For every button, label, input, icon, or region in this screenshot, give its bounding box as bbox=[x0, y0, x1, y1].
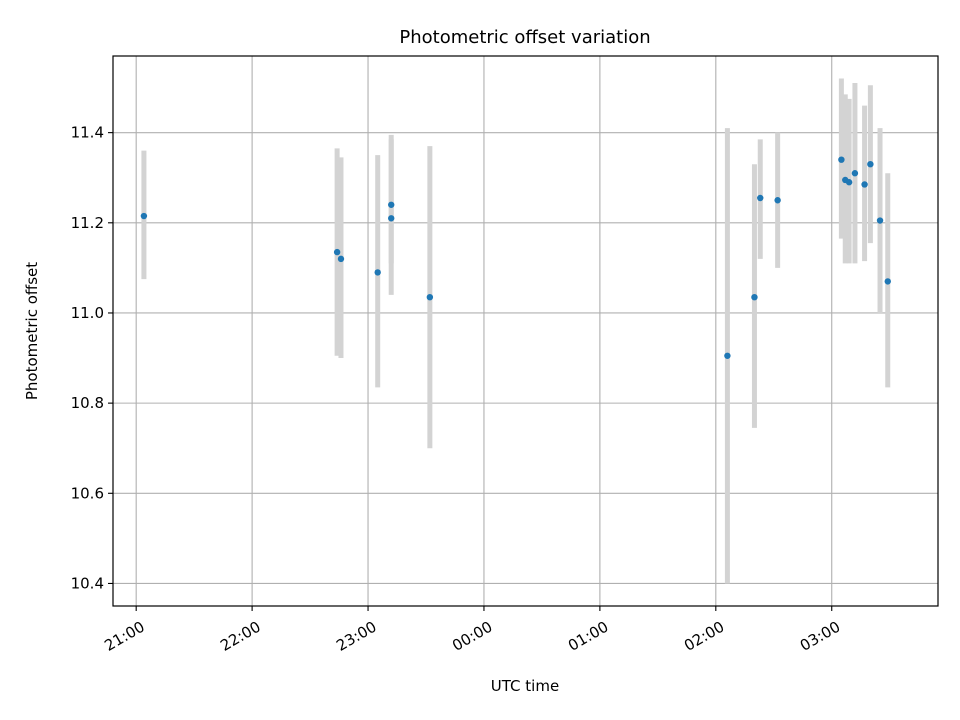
data-point bbox=[757, 194, 764, 202]
data-point bbox=[774, 197, 781, 204]
y-axis-label: Photometric offset bbox=[23, 262, 41, 400]
data-point bbox=[851, 170, 859, 177]
data-point bbox=[867, 160, 874, 168]
data-point bbox=[861, 181, 868, 188]
y-tick-label: 11.2 bbox=[71, 214, 104, 232]
data-point bbox=[140, 212, 148, 220]
y-tick-label: 10.6 bbox=[71, 484, 104, 502]
data-point bbox=[333, 248, 341, 256]
data-point bbox=[876, 217, 884, 224]
x-axis-label: UTC time bbox=[491, 677, 559, 695]
data-point bbox=[838, 156, 845, 163]
data-point bbox=[337, 255, 345, 263]
data-point bbox=[884, 278, 891, 285]
plot-frame bbox=[112, 55, 939, 607]
data-point bbox=[388, 215, 395, 222]
data-points bbox=[140, 156, 891, 359]
y-tick-label: 11.4 bbox=[71, 124, 104, 142]
data-point bbox=[374, 269, 381, 276]
grid bbox=[113, 56, 938, 606]
y-tick-label: 11.0 bbox=[71, 304, 104, 322]
y-axis: 10.4 10.6 10.8 11.0 11.2 11.4 bbox=[71, 124, 113, 592]
data-point bbox=[751, 293, 758, 301]
y-tick-label: 10.4 bbox=[71, 574, 104, 592]
data-point bbox=[388, 201, 395, 208]
y-tick-label: 10.8 bbox=[71, 394, 104, 412]
data-point bbox=[724, 352, 731, 359]
data-point bbox=[845, 179, 853, 186]
chart-title: Photometric offset variation bbox=[399, 27, 650, 48]
data-point bbox=[426, 293, 434, 301]
